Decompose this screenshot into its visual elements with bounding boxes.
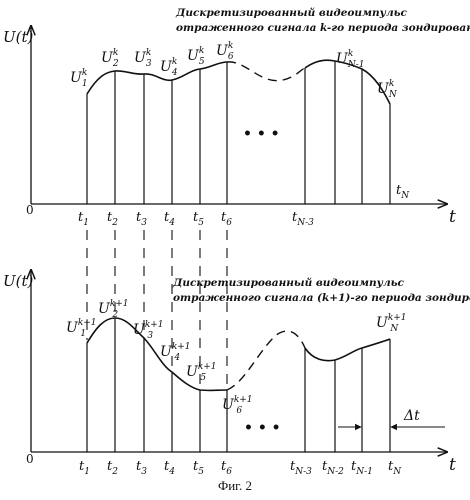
top-origin-label: 0: [26, 203, 34, 217]
top-y-axis-label: U(t): [3, 28, 34, 46]
top-tick-label: t4: [164, 210, 175, 228]
bottom-title-line2: отраженного сигнала (k+1)-го периода зон…: [173, 292, 470, 304]
bottom-panel: Дискретизированный видеоимпульс отраженн…: [3, 270, 470, 477]
top-tick-label: t5: [193, 210, 204, 228]
bottom-tick-label: t1: [79, 459, 90, 477]
top-title-line1: Дискретизированный видеоимпульс: [175, 6, 408, 19]
bottom-sample-label: Uk+15: [186, 362, 217, 383]
top-tick-label: t2: [107, 210, 118, 228]
top-sample-label: UkN: [377, 79, 398, 100]
bottom-y-axis-label: U(t): [3, 272, 34, 290]
top-sample-stems: [87, 61, 390, 204]
bottom-sample-label: Uk+13: [133, 320, 164, 341]
top-tick-label: t6: [221, 210, 232, 228]
bottom-tick-label: t2: [107, 459, 118, 477]
bottom-tick-label: t5: [193, 459, 204, 477]
top-sample-label: Uk6: [216, 41, 234, 62]
bottom-sample-label: Uk+14: [160, 342, 191, 363]
bottom-origin-label: 0: [26, 452, 34, 466]
bottom-sample-stems: [87, 318, 390, 452]
bottom-title-line1: Дискретизированный видеоимпульс: [172, 276, 405, 289]
top-tick-label: t3: [136, 210, 147, 228]
bottom-tick-label: t3: [136, 459, 147, 477]
bottom-sample-labels: Uk+11Uk+12Uk+13Uk+14Uk+15Uk+16Uk+1N: [66, 299, 407, 416]
bottom-envelope-right: [305, 339, 390, 361]
top-tick-label: t1: [78, 210, 89, 228]
bottom-tick-label: tN: [388, 459, 402, 477]
top-title-line2: отраженного сигнала k-го периода зондиро…: [176, 22, 470, 34]
top-ellipsis: • • •: [243, 126, 280, 142]
top-sample-label: Uk2: [101, 48, 119, 69]
top-tick-labels: t1 t2 t3 t4 t5 t6 tN-3: [78, 210, 314, 228]
top-sample-label: Uk3: [134, 48, 152, 69]
bottom-tick-label: tN-3: [290, 459, 312, 477]
delta-t-label: Δt: [403, 408, 420, 424]
bottom-x-axis-label: t: [449, 455, 456, 475]
top-sample-label: Uk4: [160, 57, 178, 78]
top-envelope-left: [87, 62, 227, 94]
bottom-ellipsis: • • •: [244, 420, 281, 436]
top-x-axis-label: t: [449, 207, 456, 227]
bottom-tick-label: tN-2: [322, 459, 344, 477]
figure-caption: Фиг. 2: [0, 478, 470, 494]
top-sample-label: Uk5: [187, 46, 205, 67]
bottom-sample-label: Uk+1N: [376, 313, 407, 334]
bottom-tick-label: t4: [164, 459, 175, 477]
bottom-tick-labels: t1 t2 t3 t4 t5 t6 tN-3 tN-2 tN-1 tN: [79, 459, 402, 477]
bottom-tick-label: tN-1: [351, 459, 373, 477]
top-panel: Дискретизированный видеоимпульс отраженн…: [3, 6, 470, 228]
top-tick-label: tN-3: [292, 210, 314, 228]
bottom-sample-label: Uk+16: [222, 395, 253, 416]
bottom-sample-label: Uk+12: [98, 299, 129, 320]
bottom-envelope-dashed: [227, 331, 305, 390]
top-envelope-dashed: [227, 62, 305, 81]
top-sample-label: UkN-1: [336, 49, 365, 70]
bottom-tick-label: t6: [221, 459, 232, 477]
top-tick-label-tn: tN: [396, 183, 410, 201]
top-sample-label: Uk1: [70, 68, 88, 89]
